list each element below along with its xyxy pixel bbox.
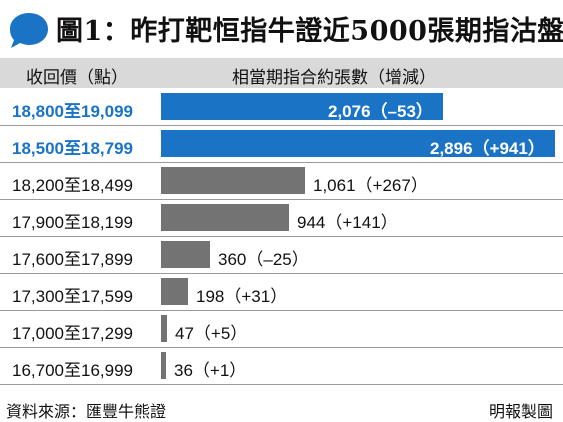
bar-row: 18,500至18,799 2,896（+941） bbox=[0, 125, 563, 163]
bar bbox=[161, 278, 188, 305]
category-label: 17,300至17,599 bbox=[12, 287, 133, 306]
chart-title: 圖1：昨打靶恒指牛證近5000張期指沽盤 bbox=[56, 16, 563, 47]
bar bbox=[161, 204, 289, 231]
category-label: 17,900至18,199 bbox=[12, 213, 133, 232]
chart-title-bar: 圖1：昨打靶恒指牛證近5000張期指沽盤 bbox=[0, 0, 563, 52]
bar bbox=[161, 130, 555, 157]
bar bbox=[161, 352, 166, 379]
value-label: 2,896（+941） bbox=[430, 139, 545, 158]
bar-row: 17,300至17,599 198（+31） bbox=[0, 273, 563, 311]
bar-row: 18,800至19,099 2,076（–53） bbox=[0, 88, 563, 126]
footer: 資料來源：匯豐牛熊證 明報製圖 bbox=[0, 394, 563, 422]
category-label: 17,600至17,899 bbox=[12, 250, 133, 269]
bar bbox=[161, 241, 210, 268]
value-label: 360（–25） bbox=[218, 250, 309, 269]
bar-row: 18,200至18,499 1,061（+267） bbox=[0, 162, 563, 200]
value-label: 2,076（–53） bbox=[328, 102, 433, 121]
speech-bubble-icon bbox=[10, 13, 48, 48]
category-label: 18,200至18,499 bbox=[12, 176, 133, 195]
credit-note: 明報製圖 bbox=[488, 404, 553, 421]
count-column-header: 相當期指合約張數（增減） bbox=[232, 68, 436, 87]
bar bbox=[161, 167, 305, 194]
value-label: 36（+1） bbox=[174, 361, 247, 380]
bar-row: 16,700至16,999 36（+1） bbox=[0, 347, 563, 385]
value-label: 944（+141） bbox=[297, 213, 398, 232]
table-header: 收回價（點） 相當期指合約張數（增減） bbox=[0, 58, 563, 88]
value-label: 47（+5） bbox=[175, 324, 248, 343]
bar bbox=[161, 93, 443, 120]
category-label: 18,500至18,799 bbox=[12, 139, 133, 158]
bar bbox=[161, 315, 167, 342]
category-label: 16,700至16,999 bbox=[12, 361, 133, 380]
value-label: 198（+31） bbox=[196, 287, 288, 306]
bar-row: 17,900至18,199 944（+141） bbox=[0, 199, 563, 237]
bar-row: 17,600至17,899 360（–25） bbox=[0, 236, 563, 274]
value-label: 1,061（+267） bbox=[313, 176, 428, 195]
range-column-header: 收回價（點） bbox=[26, 68, 128, 87]
bar-row: 17,000至17,299 47（+5） bbox=[0, 310, 563, 348]
category-label: 17,000至17,299 bbox=[12, 324, 133, 343]
category-label: 18,800至19,099 bbox=[12, 102, 133, 121]
source-note: 資料來源：匯豐牛熊證 bbox=[6, 404, 167, 421]
